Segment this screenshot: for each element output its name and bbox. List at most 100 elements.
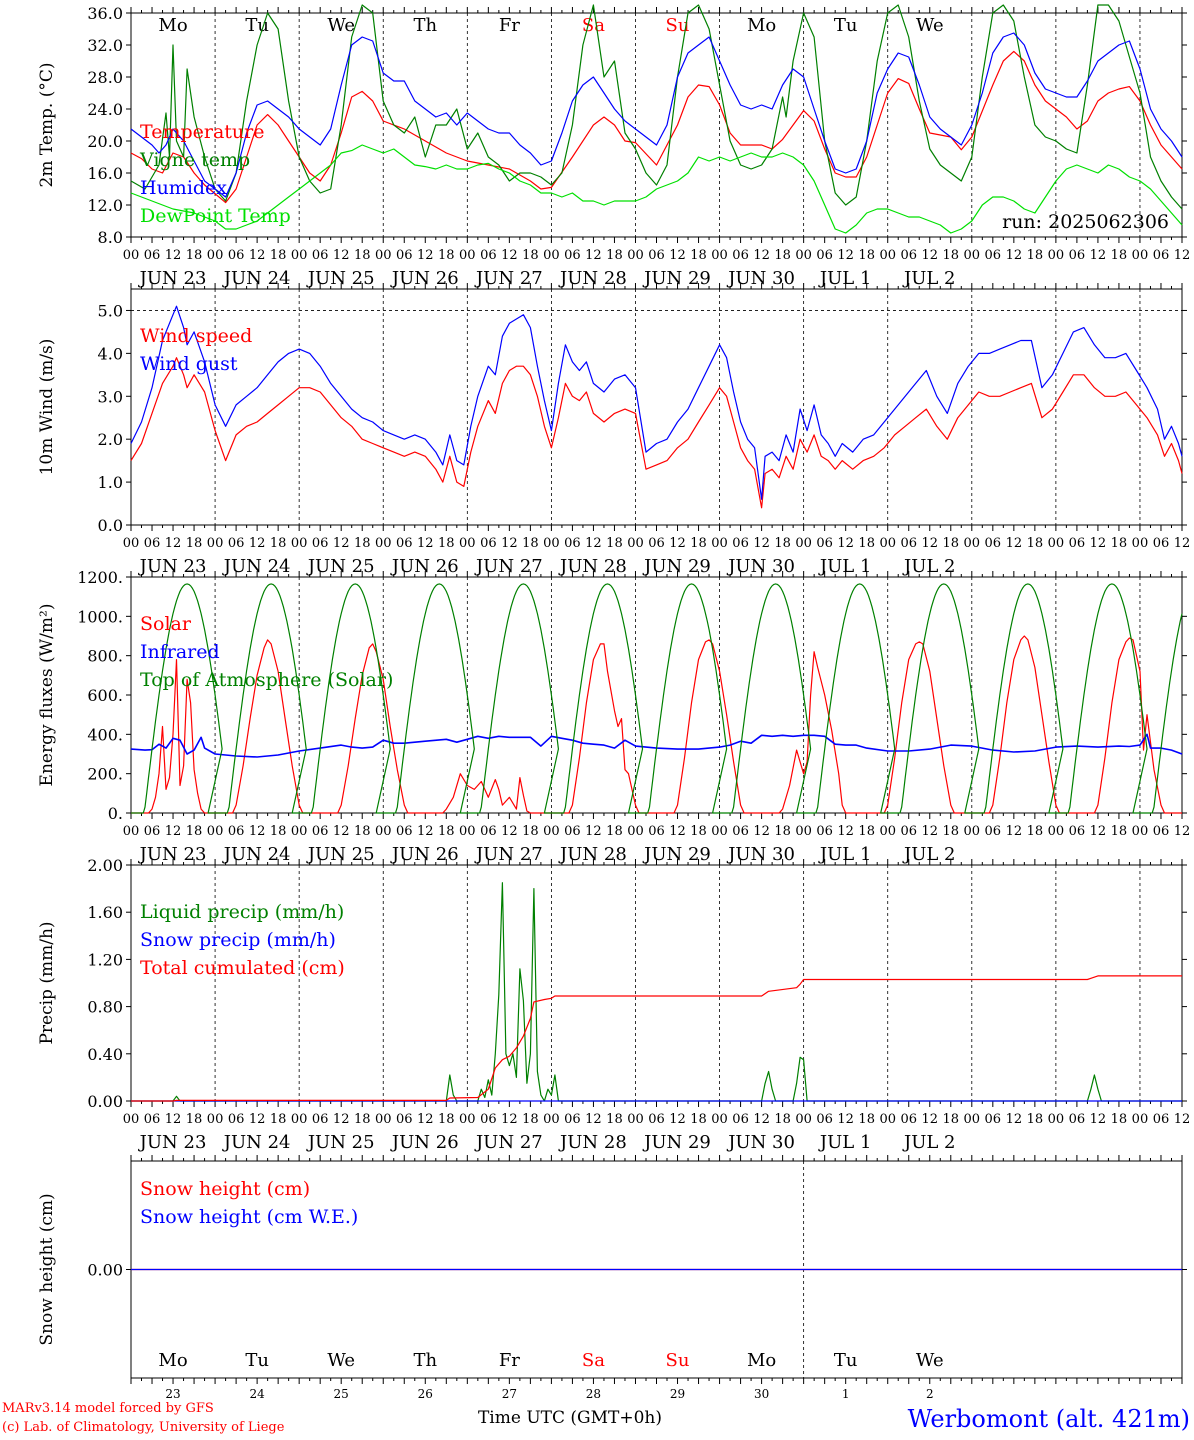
hour-tick-label: 12 <box>585 248 602 263</box>
hour-tick-label: 18 <box>690 248 707 263</box>
day-number-label: 1 <box>842 1387 850 1401</box>
weekday-label: Fr <box>499 1350 520 1371</box>
hour-tick-label: 00 <box>711 824 728 839</box>
panel-3: 0. 200. 400. 600. 800. 1000. 1200. Energy fluxe… <box>37 568 1190 865</box>
hour-tick-label: 18 <box>354 824 371 839</box>
hour-tick-label: 06 <box>480 248 497 263</box>
legend-entry: Snow height (cm) <box>140 1178 310 1200</box>
y-tick-label: 8.0 <box>98 228 123 247</box>
hour-tick-label: 00 <box>711 1112 728 1127</box>
panel-4: 0.00 0.40 0.80 1.20 1.60 2.00 Precip (mm/h) 00 0… <box>37 856 1190 1153</box>
hour-tick-label: 18 <box>354 248 371 263</box>
weekday-label: Th <box>413 1350 437 1371</box>
y-axis-label: Precip (mm/h) <box>37 921 57 1044</box>
y-tick-label: 4.0 <box>98 344 123 363</box>
hour-tick-label: 06 <box>816 1112 833 1127</box>
y-tick-label: 400. <box>87 725 123 744</box>
y-tick-label: 0.00 <box>87 1092 123 1111</box>
weekday-label: Mo <box>158 1350 187 1371</box>
hour-tick-label: 12 <box>1090 536 1107 551</box>
hour-tick-label: 12 <box>921 248 938 263</box>
hour-tick-label: 06 <box>900 824 917 839</box>
y-tick-label: 0. <box>108 804 123 823</box>
date-label: JUN 25 <box>306 268 375 289</box>
hour-tick-label: 18 <box>1027 824 1044 839</box>
hour-tick-label: 18 <box>774 1112 791 1127</box>
hour-tick-label: 12 <box>249 248 266 263</box>
hour-tick-label: 12 <box>753 248 770 263</box>
hour-tick-label: 06 <box>396 824 413 839</box>
legend-entry: Solar <box>140 613 192 635</box>
hour-tick-label: 00 <box>795 1112 812 1127</box>
hour-tick-label: 00 <box>795 536 812 551</box>
hour-tick-label: 06 <box>396 248 413 263</box>
legend-entry: Total cumulated (cm) <box>140 957 345 979</box>
hour-tick-label: 12 <box>1006 536 1023 551</box>
hour-tick-label: 18 <box>270 536 287 551</box>
chart-panels: 8.012.016.020.024.028.032.036.02m Temp. … <box>37 4 1190 1401</box>
hour-tick-label: 12 <box>585 536 602 551</box>
y-tick-label: 1.20 <box>87 950 123 969</box>
hour-tick-label: 06 <box>648 536 665 551</box>
hour-tick-label: 06 <box>480 1112 497 1127</box>
y-tick-label: 2.0 <box>98 430 123 449</box>
hour-tick-label: 00 <box>291 248 308 263</box>
y-tick-label: 36.0 <box>87 4 123 23</box>
hour-tick-label: 18 <box>522 536 539 551</box>
y-tick-label: 200. <box>87 765 123 784</box>
date-label: JUN 26 <box>390 268 459 289</box>
hour-tick-label: 18 <box>186 1112 203 1127</box>
date-label: JUL 1 <box>818 1132 872 1153</box>
hour-tick-label: 00 <box>627 536 644 551</box>
y-tick-label: 3.0 <box>98 387 123 406</box>
hour-tick-label: 00 <box>1048 1112 1065 1127</box>
hour-tick-label: 00 <box>207 1112 224 1127</box>
hour-tick-label: 12 <box>585 824 602 839</box>
hour-tick-label: 12 <box>1174 1112 1191 1127</box>
y-tick-label: 28.0 <box>87 68 123 87</box>
hour-tick-label: 18 <box>858 824 875 839</box>
weekday-label: Mo <box>747 15 776 36</box>
y-axis-label: 2m Temp. (°C) <box>37 62 57 187</box>
day-number-label: 30 <box>754 1387 769 1401</box>
hour-tick-label: 06 <box>480 536 497 551</box>
hour-tick-label: 12 <box>753 1112 770 1127</box>
hour-tick-label: 00 <box>123 1112 140 1127</box>
hour-tick-label: 00 <box>627 824 644 839</box>
series-line-vigne-temp <box>130 4 1183 210</box>
plot-frame <box>130 288 1183 526</box>
weekday-label: Sa <box>582 1350 605 1371</box>
hour-tick-label: 00 <box>1132 248 1149 263</box>
hour-tick-label: 06 <box>732 824 749 839</box>
legend-entry: Top of Atmosphere (Solar) <box>140 669 393 691</box>
hour-tick-label: 12 <box>753 536 770 551</box>
hour-tick-label: 00 <box>879 1112 896 1127</box>
date-label: JUN 23 <box>138 556 207 577</box>
hour-tick-label: 12 <box>669 1112 686 1127</box>
date-label: JUN 27 <box>474 844 543 865</box>
hour-tick-label: 06 <box>228 824 245 839</box>
hour-tick-label: 00 <box>291 824 308 839</box>
hour-tick-label: 12 <box>585 1112 602 1127</box>
date-label: JUL 1 <box>818 844 872 865</box>
date-label: JUN 29 <box>642 268 711 289</box>
y-axis-label: Snow height (cm) <box>37 1193 57 1345</box>
date-label: JUL 2 <box>902 556 956 577</box>
date-label: JUN 27 <box>474 556 543 577</box>
hour-tick-label: 12 <box>165 1112 182 1127</box>
hour-tick-label: 06 <box>1153 536 1170 551</box>
date-label: JUL 2 <box>902 1132 956 1153</box>
date-label: JUN 28 <box>558 556 627 577</box>
hour-tick-label: 12 <box>165 536 182 551</box>
hour-tick-label: 06 <box>648 824 665 839</box>
hour-tick-label: 06 <box>564 824 581 839</box>
hour-tick-label: 00 <box>711 248 728 263</box>
hour-tick-label: 12 <box>501 824 518 839</box>
date-label: JUN 23 <box>138 1132 207 1153</box>
legend-entry: DewPoint Temp <box>140 205 291 227</box>
hour-tick-label: 06 <box>985 1112 1002 1127</box>
hour-tick-label: 12 <box>669 248 686 263</box>
hour-tick-label: 06 <box>1069 536 1086 551</box>
hour-tick-label: 06 <box>732 248 749 263</box>
date-label: JUN 24 <box>222 844 291 865</box>
